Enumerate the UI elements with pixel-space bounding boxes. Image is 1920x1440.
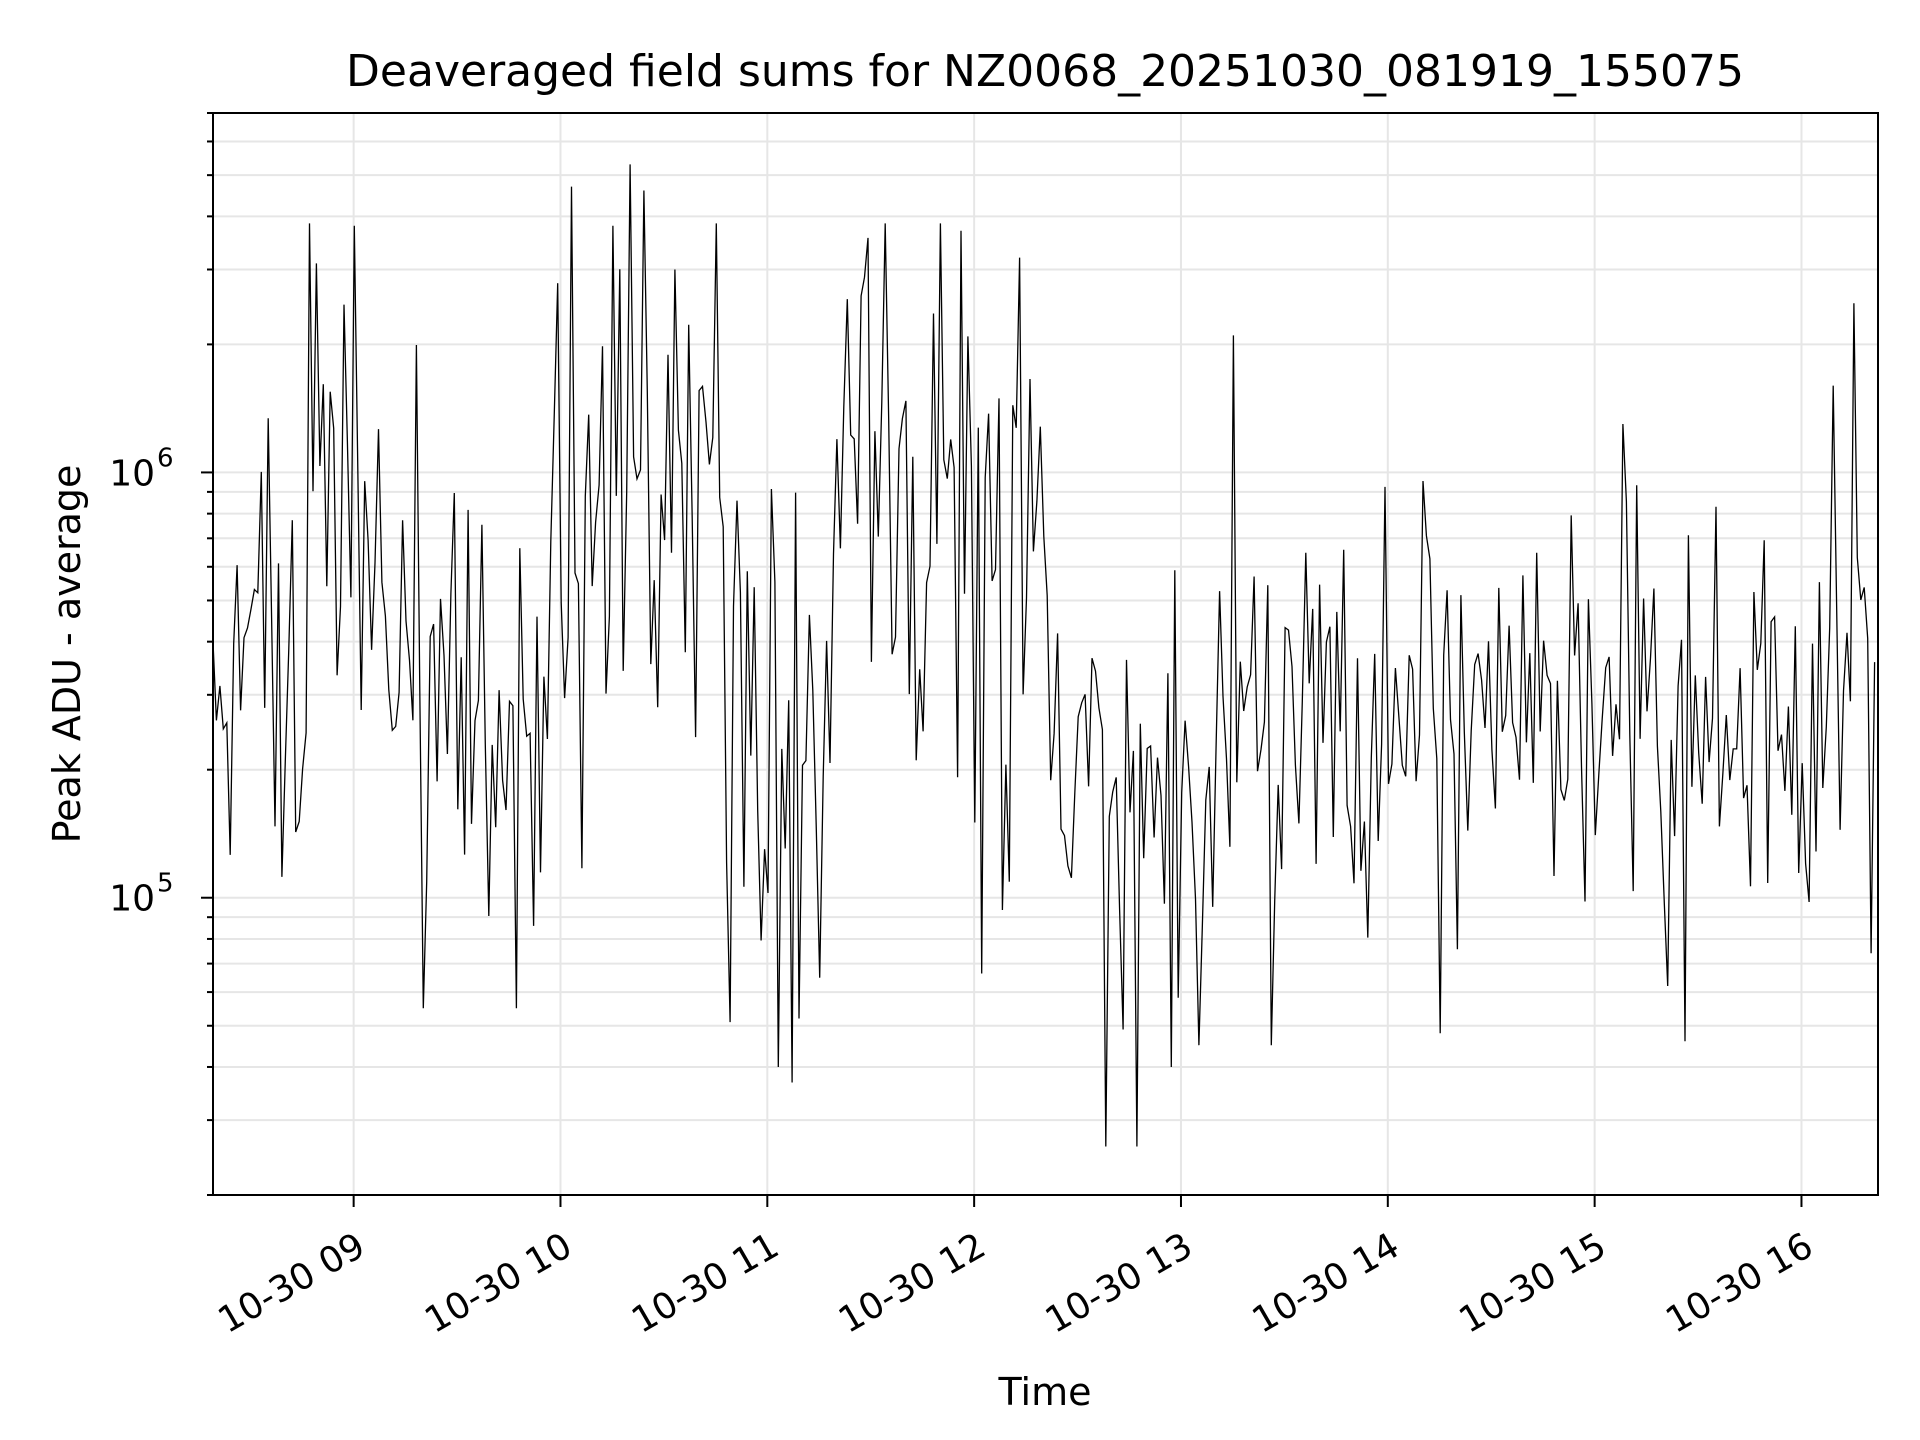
- y-axis-label: Peak ADU - average: [45, 465, 89, 844]
- y-tick-exponent: 5: [157, 869, 174, 899]
- y-tick-exponent: 6: [157, 443, 174, 473]
- y-tick-label: 10: [109, 453, 155, 494]
- x-axis-label: Time: [998, 1370, 1092, 1414]
- series-group: [212, 164, 1876, 1147]
- y-tick-label: 10: [109, 879, 155, 920]
- chart-title: Deaveraged field sums for NZ0068_2025103…: [346, 46, 1744, 97]
- series-line: [212, 164, 1876, 1147]
- plot-frame: [212, 112, 1879, 1196]
